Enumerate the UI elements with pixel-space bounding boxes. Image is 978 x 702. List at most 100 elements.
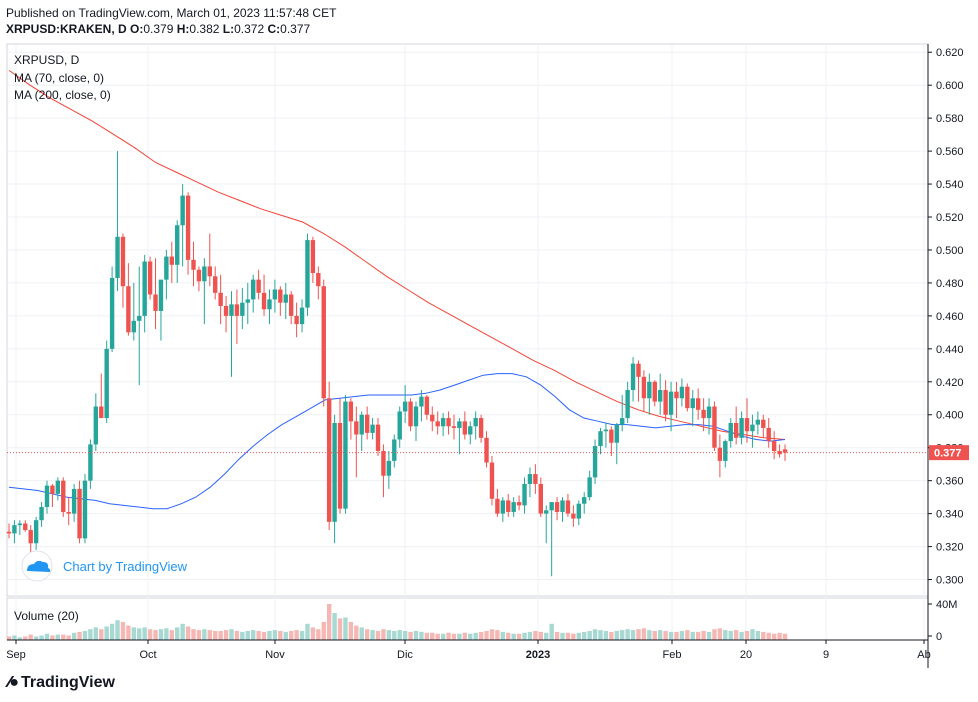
volume-bar [657,630,663,640]
candle-body [451,426,457,428]
candle-body [717,447,723,461]
candle-body [196,269,202,282]
candle-body [440,418,446,427]
tradingview-logo[interactable]: ⁄⁄● TradingView [8,674,115,692]
volume-bar [33,636,39,640]
candle-body [733,422,739,438]
volume-bar [668,631,674,640]
price-tick-label: 0.600 [936,80,964,92]
volume-bar [169,630,174,640]
candle-body [234,304,240,316]
volume-bar [17,637,23,640]
candle-body [495,498,500,514]
volume-bar [728,631,733,640]
legend-ma200: MA (200, close, 0) [14,88,111,102]
price-tick-label: 0.420 [936,377,964,389]
volume-bar [294,630,299,640]
volume-bar [272,630,278,640]
candle-body [511,502,516,512]
volume-bar [240,631,245,640]
volume-bar [202,629,207,640]
candle-body [44,485,50,508]
candle-body [348,401,354,422]
candle-body [299,307,305,325]
candle-body [419,396,424,407]
candle-body [587,477,592,498]
volume-bar [506,632,511,640]
candle-body [706,406,712,419]
volume-bar [66,635,71,640]
volume-bar [766,632,771,640]
candle-body [158,279,164,311]
symbol-ohlc-line: XRPUSD:KRAKEN, D O:0.379 H:0.382 L:0.372… [6,22,310,36]
time-tick-label: Ab [917,649,930,661]
volume-bar [185,626,191,640]
time-tick-label: Sep [6,649,26,661]
volume-bar [571,633,576,640]
candle-body [446,418,451,427]
candle-body [142,261,147,316]
price-tick-label: 0.340 [936,509,964,521]
volume-bar [88,629,93,640]
volume-bar [679,631,685,640]
candle-body [50,485,55,494]
volume-bar [375,631,381,640]
candle-body [647,381,652,399]
candle-body [468,426,473,435]
open-value: 0.379 [143,22,174,36]
high-value: 0.382 [189,22,220,36]
candle-body [435,421,440,427]
candle-body [28,530,33,544]
candle-body [663,390,668,415]
candle-body [641,376,647,399]
volume-bar [744,631,750,640]
volume-bars [6,604,788,640]
volume-bar [457,633,462,640]
volume-bar [6,636,12,640]
volume-bar [484,631,489,640]
candle-body [223,305,229,316]
candle-body [245,299,250,303]
candle-body [71,488,77,514]
volume-bar [473,632,478,640]
candle-body [175,225,180,265]
volume-bar [592,629,598,640]
volume-bar [440,633,446,640]
volume-bar [137,628,142,640]
candle-body [565,500,571,514]
candle-body [305,240,310,308]
candle-body [614,424,619,443]
volume-bar [560,632,565,640]
volume-bar [674,631,679,640]
volume-bar [381,629,386,640]
legend-symbol: XRPUSD, D [14,53,80,67]
volume-bar [310,627,316,640]
candle-body [424,396,430,415]
candle-body [99,406,104,419]
volume-bar [739,631,744,640]
candle-body [326,398,332,522]
ma200-line [8,69,786,440]
volume-bar [630,630,636,640]
candle-body [109,277,115,349]
volume-bar [424,632,430,640]
volume-bar [478,631,484,640]
candle-body [522,483,527,506]
volume-label: Volume (20) [14,609,79,623]
tradingview-watermark[interactable]: Chart by TradingView [21,550,188,582]
candle-body [137,315,142,321]
volume-bar [392,631,397,640]
volume-bar [451,633,457,640]
volume-bar [71,632,77,640]
volume-bar [359,627,364,640]
volume-bar [175,627,180,640]
candle-body [153,294,158,311]
volume-bar [12,635,17,640]
candle-body [457,421,462,428]
volume-bar [695,631,701,640]
volume-bar [446,632,451,640]
volume-bar [462,632,468,640]
volume-bar [191,629,196,640]
ma200-path [8,69,786,440]
